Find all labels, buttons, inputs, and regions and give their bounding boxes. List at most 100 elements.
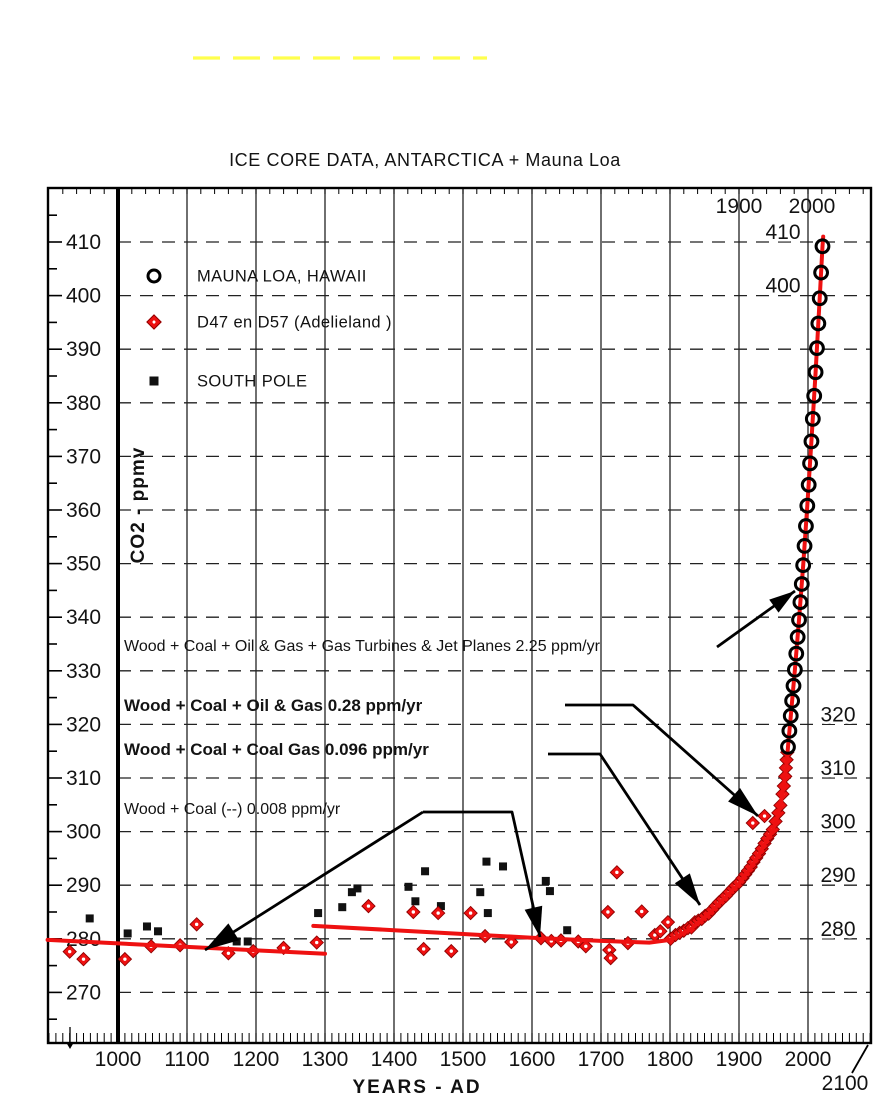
data-point-mauna-loa — [784, 692, 801, 709]
diamond-center-dot — [751, 821, 755, 825]
data-point-south-pole — [85, 914, 94, 923]
diamond-center-dot — [606, 910, 610, 914]
data-point-south-pole — [232, 937, 241, 946]
data-point-south-pole — [314, 909, 323, 918]
data-point-south-pole — [499, 862, 508, 871]
data-point-mauna-loa — [788, 645, 805, 662]
y-tick-label: 290 — [66, 874, 101, 897]
data-point-south-pole — [243, 937, 252, 946]
annotation-connector — [565, 703, 759, 818]
top-year-label: 1900 — [716, 195, 763, 218]
data-point-mauna-loa — [806, 387, 823, 404]
right-value-label: 280 — [820, 918, 855, 941]
annotation-connector — [548, 752, 702, 906]
y-tick-label: 340 — [66, 606, 101, 629]
diamond-center-dot — [366, 904, 371, 908]
y-tick-label: 360 — [66, 499, 101, 522]
data-point-mauna-loa — [795, 557, 812, 574]
annotation-text: Wood + Coal + Coal Gas 0.096 ppm/yr — [124, 740, 429, 759]
diamond-center-dot — [68, 949, 72, 954]
annotation-rate-0-28: Wood + Coal + Oil & Gas 0.28 ppm/yr — [124, 696, 759, 818]
right-value-label: 300 — [820, 811, 855, 834]
y-tick-label: 270 — [66, 981, 101, 1004]
decorations — [66, 56, 869, 1074]
red-trend-line — [311, 234, 826, 945]
diamond-center-dot — [640, 909, 644, 914]
diamond-center-dot — [421, 947, 426, 951]
x-tick-label: 1900 — [716, 1048, 763, 1071]
right-value-label: 320 — [820, 703, 855, 726]
data-point-mauna-loa — [800, 476, 817, 493]
black-square-marker-icon — [149, 376, 159, 386]
arrowhead-icon — [769, 591, 795, 613]
data-point-south-pole — [482, 857, 491, 866]
right-value-label: 410 — [765, 221, 800, 244]
data-point-mauna-loa — [791, 611, 807, 628]
x-tick-label: 1200 — [233, 1048, 280, 1071]
data-point-mauna-loa — [810, 315, 827, 332]
right-value-label: 310 — [820, 757, 855, 780]
data-point-south-pole — [563, 926, 572, 935]
data-point-south-pole — [421, 867, 430, 876]
diamond-center-dot — [315, 940, 319, 945]
data-point-south-pole — [476, 888, 485, 897]
legend-label: MAUNA LOA, HAWAII — [197, 267, 367, 286]
y-tick-label: 280 — [66, 928, 101, 951]
diamond-center-dot — [436, 911, 440, 915]
y-axis-title: CO2 - ppmv — [128, 446, 149, 564]
x-tick-label: 1500 — [440, 1048, 487, 1071]
annotation-text: Wood + Coal + Oil & Gas + Gas Turbines &… — [124, 638, 601, 655]
data-point-south-pole — [142, 922, 151, 931]
data-point-mauna-loa — [802, 455, 818, 472]
data-point-mauna-loa — [804, 410, 821, 427]
red-trend-line — [45, 937, 327, 956]
diamond-center-dot — [194, 922, 199, 927]
x-tick-label-2100: 2100 — [822, 1072, 869, 1095]
top-year-label: 2000 — [789, 195, 836, 218]
annotation-text: Wood + Coal + Oil & Gas 0.28 ppm/yr — [124, 696, 423, 715]
small-down-arrow-icon — [66, 1043, 74, 1049]
x-tick-label: 1000 — [95, 1048, 142, 1071]
data-point-mauna-loa — [796, 538, 813, 554]
data-point-south-pole — [347, 888, 356, 897]
diamond-center-dot — [658, 929, 663, 933]
diamond-center-dot — [281, 946, 286, 950]
data-point-south-pole — [338, 903, 347, 912]
data-point-south-pole — [541, 876, 550, 885]
annotation-connector — [204, 810, 424, 952]
data-point-mauna-loa — [792, 594, 809, 611]
annotation-rate-0-008: Wood + Coal (--) 0.008 ppm/yr — [124, 801, 543, 952]
annotation-connector — [423, 810, 542, 938]
diamond-center-dot — [81, 957, 86, 961]
y-tick-label: 310 — [66, 767, 101, 790]
data-point-mauna-loa — [803, 433, 820, 450]
data-point-mauna-loa — [798, 518, 814, 534]
annotation-rate-2-25: Wood + Coal + Oil & Gas + Gas Turbines &… — [124, 589, 796, 655]
data-point-south-pole — [123, 929, 132, 938]
data-point-south-pole — [483, 909, 492, 918]
data-point-mauna-loa — [793, 576, 810, 592]
axes: 410 400 390 380 370 360 350 340 330 320 310 300 290 2… — [46, 186, 873, 1095]
y-tick-label: 390 — [66, 338, 101, 361]
data-point-mauna-loa — [780, 739, 796, 755]
data-point-mauna-loa — [814, 238, 831, 255]
diamond-center-dot — [468, 911, 473, 915]
arrowhead-icon — [674, 873, 700, 905]
data-point-mauna-loa — [807, 364, 824, 381]
data-point-south-pole — [411, 897, 420, 906]
data-point-mauna-loa — [781, 722, 798, 739]
data-point-mauna-loa — [782, 707, 799, 724]
y-tick-label: 330 — [66, 660, 101, 683]
diamond-center-dot — [608, 956, 613, 960]
diamond-center-dot — [615, 870, 619, 875]
right-value-label: 290 — [820, 864, 855, 887]
data-point-south-pole — [436, 902, 445, 911]
diamond-center-dot — [607, 948, 611, 952]
data-point-south-pole — [545, 887, 554, 896]
axis-break-slash — [851, 1044, 869, 1074]
data-point-mauna-loa — [799, 497, 816, 514]
plot-frame — [46, 186, 873, 1045]
data-point-mauna-loa — [789, 629, 806, 645]
